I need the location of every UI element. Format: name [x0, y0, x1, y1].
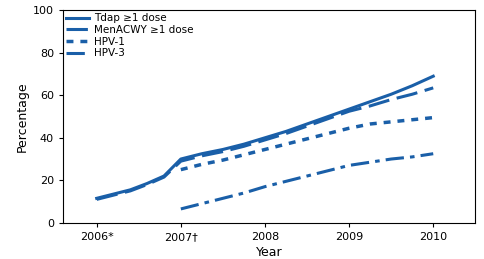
- X-axis label: Year: Year: [256, 246, 282, 259]
- Y-axis label: Percentage: Percentage: [16, 81, 29, 152]
- Legend: Tdap ≥1 dose, MenACWY ≥1 dose, HPV-1, HPV-3: Tdap ≥1 dose, MenACWY ≥1 dose, HPV-1, HP…: [66, 13, 194, 58]
